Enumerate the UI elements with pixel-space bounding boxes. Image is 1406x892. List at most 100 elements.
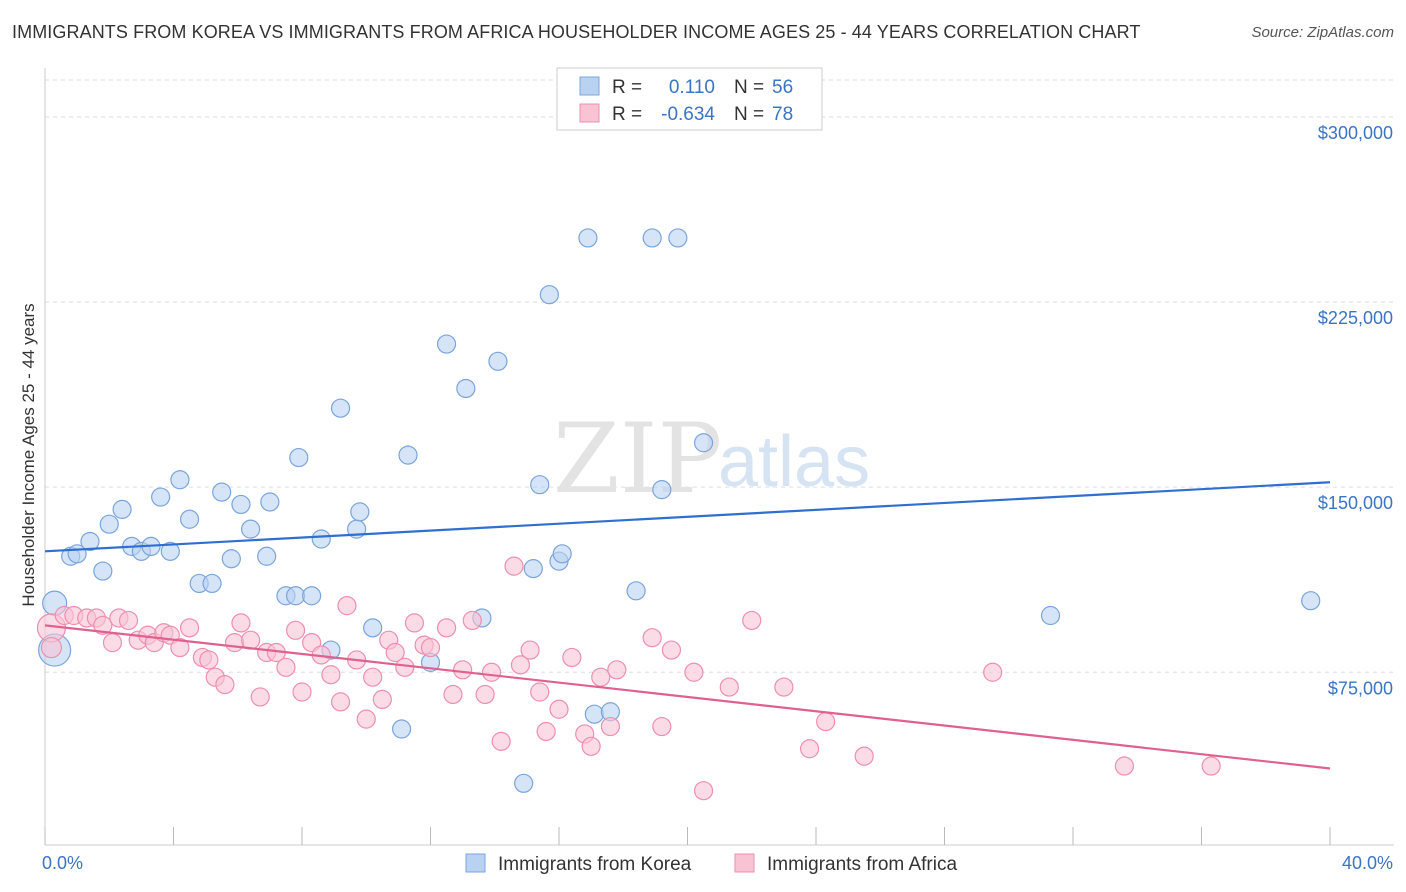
- africa-point-37: [363, 667, 383, 687]
- correlation-legend: R = 0.110 N = 56 R = -0.634 N = 78: [556, 67, 823, 131]
- korea-point-37: [456, 378, 476, 399]
- africa-point-69: [719, 677, 739, 697]
- korea-point-18: [221, 549, 241, 569]
- africa-point-15: [170, 637, 190, 658]
- korea-point-5: [93, 561, 113, 581]
- korea-point-24: [285, 586, 306, 606]
- africa-trend-line: [44, 624, 1331, 770]
- korea-point-55: [1301, 591, 1321, 611]
- africa-point-73: [816, 712, 836, 732]
- series-legend-swatch-africa: [734, 853, 755, 873]
- africa-point-63: [607, 660, 627, 680]
- africa-point-77: [1201, 756, 1221, 776]
- africa-point-24: [250, 687, 270, 707]
- legend-n-value-africa: 78: [772, 104, 793, 125]
- x-tick-label-1: 40.0%: [1342, 853, 1393, 873]
- korea-point-42: [530, 475, 550, 495]
- africa-point-67: [684, 662, 704, 682]
- source-credit: Source: ZipAtlas.com: [1251, 24, 1394, 41]
- y-axis-label: Householder Income Ages 25 - 44 years: [19, 303, 38, 606]
- korea-point-41: [523, 559, 543, 579]
- korea-point-7: [112, 499, 132, 519]
- africa-point-48: [462, 610, 482, 631]
- legend-box: [556, 67, 823, 131]
- korea-point-52: [668, 228, 688, 248]
- y-tick-label-2: $225,000: [1318, 308, 1393, 328]
- korea-point-12: [160, 541, 180, 561]
- africa-point-38: [372, 689, 392, 710]
- korea-point-53: [693, 433, 714, 453]
- africa-point-47: [453, 660, 473, 680]
- korea-point-31: [350, 502, 370, 522]
- africa-point-56: [536, 721, 556, 742]
- series-legend-label-korea: Immigrants from Korea: [498, 854, 692, 875]
- africa-point-44: [420, 637, 441, 658]
- africa-point-45: [436, 618, 457, 638]
- africa-point-33: [330, 692, 351, 712]
- korea-point-43: [539, 285, 559, 305]
- africa-point-55: [530, 682, 550, 702]
- africa-point-36: [356, 709, 376, 729]
- africa-point-70: [742, 610, 762, 631]
- korea-point-16: [202, 573, 222, 594]
- gridlines: [45, 79, 1394, 673]
- africa-point-18: [199, 650, 219, 670]
- africa-point-60: [581, 736, 601, 756]
- chart-title: IMMIGRANTS FROM KOREA VS IMMIGRANTS FROM…: [12, 22, 1141, 42]
- africa-point-52: [504, 556, 524, 576]
- korea-point-20: [241, 519, 261, 539]
- x-tick-labels: 0.0% 40.0%: [42, 853, 1393, 873]
- korea-point-26: [302, 586, 322, 606]
- legend-n-label-korea: N =: [734, 77, 764, 98]
- trend-lines: [44, 481, 1331, 770]
- africa-point-53: [510, 655, 531, 675]
- africa-point-62: [600, 716, 621, 737]
- africa-point-28: [285, 620, 306, 640]
- africa-point-57: [549, 699, 569, 719]
- africa-point-49: [475, 684, 495, 705]
- korea-point-39: [488, 351, 508, 371]
- africa-point-74: [854, 746, 874, 766]
- watermark-zip: ZIP: [553, 403, 722, 515]
- legend-r-value-korea: 0.110: [669, 77, 715, 98]
- africa-point-29: [292, 682, 312, 702]
- legend-swatch-korea: [579, 76, 600, 96]
- korea-point-25: [289, 447, 309, 468]
- series-legend-label-africa: Immigrants from Africa: [767, 854, 957, 875]
- korea-point-49: [626, 581, 646, 601]
- africa-point-41: [395, 657, 415, 677]
- korea-point-33: [391, 719, 412, 739]
- africa-point-58: [562, 647, 582, 668]
- korea-point-45: [552, 544, 572, 564]
- korea-point-50: [642, 228, 662, 248]
- legend-swatch-africa: [579, 103, 600, 123]
- y-tick-label-3: $300,000: [1318, 123, 1393, 143]
- legend-n-label-africa: N =: [734, 104, 764, 125]
- africa-point-76: [1114, 756, 1135, 776]
- korea-trend-line: [44, 481, 1331, 553]
- africa-point-68: [693, 781, 714, 801]
- africa-point-32: [321, 665, 341, 685]
- series-legend-swatch-korea: [465, 853, 486, 873]
- legend-n-value-korea: 56: [772, 77, 793, 98]
- africa-point-72: [799, 739, 820, 759]
- watermark: ZIP atlas: [553, 403, 870, 515]
- africa-point-54: [520, 640, 540, 660]
- korea-point-29: [330, 398, 351, 418]
- legend-r-label-korea: R =: [612, 77, 642, 98]
- watermark-atlas: atlas: [718, 422, 870, 502]
- korea-point-4: [80, 531, 100, 552]
- africa-point-66: [661, 640, 682, 660]
- africa-point-20: [215, 674, 235, 695]
- korea-point-13: [170, 470, 190, 490]
- korea-point-47: [584, 704, 604, 724]
- korea-point-34: [398, 445, 418, 465]
- africa-point-50: [481, 662, 502, 682]
- korea-point-19: [231, 494, 251, 515]
- africa-point-42: [404, 613, 425, 633]
- korea-point-6: [99, 514, 119, 534]
- africa-point-6: [93, 615, 113, 635]
- korea-point-36: [436, 334, 457, 354]
- africa-point-16: [179, 618, 200, 638]
